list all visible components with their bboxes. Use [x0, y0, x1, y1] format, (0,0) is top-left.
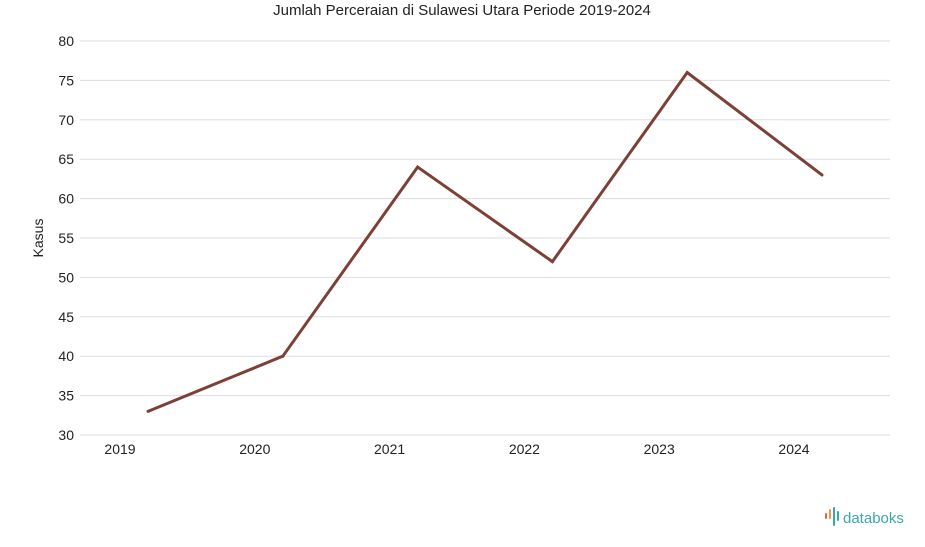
data-point: [281, 354, 285, 358]
x-tick-label: 2023: [644, 441, 675, 457]
y-tick-label: 60: [58, 191, 74, 207]
data-point: [685, 71, 689, 75]
y-tick-label: 65: [58, 151, 74, 167]
y-tick-label: 80: [58, 33, 74, 49]
y-tick-label: 70: [58, 112, 74, 128]
x-tick-label: 2021: [374, 441, 405, 457]
x-tick-label: 2019: [104, 441, 135, 457]
y-tick-label: 30: [58, 427, 74, 443]
data-point: [416, 165, 420, 169]
brand-name: databoks: [843, 510, 904, 527]
x-tick-label: 2020: [239, 441, 270, 457]
x-axis-ticks: 2019 2020 2021 2022 2023 2024: [104, 441, 809, 457]
y-tick-label: 45: [58, 309, 74, 325]
chart-title: Jumlah Perceraian di Sulawesi Utara Peri…: [273, 2, 651, 19]
y-tick-label: 75: [58, 72, 74, 88]
series-layer: [146, 70, 824, 413]
y-tick-label: 40: [58, 348, 74, 364]
x-tick-label: 2022: [509, 441, 540, 457]
databoks-logo-icon: [825, 507, 839, 526]
y-axis-ticks: 30 35 40 45 50 55 60 65 70 75 80: [58, 33, 74, 443]
data-point: [146, 409, 150, 413]
x-tick-label: 2024: [778, 441, 809, 457]
y-tick-label: 35: [58, 388, 74, 404]
y-tick-label: 50: [58, 269, 74, 285]
data-point: [550, 260, 554, 264]
y-axis-label: Kasus: [30, 219, 46, 258]
series-line: [147, 70, 823, 413]
y-tick-label: 55: [58, 230, 74, 246]
databoks-logo: databoks: [825, 507, 904, 527]
data-point: [820, 173, 824, 177]
grid-lines: [80, 40, 890, 436]
